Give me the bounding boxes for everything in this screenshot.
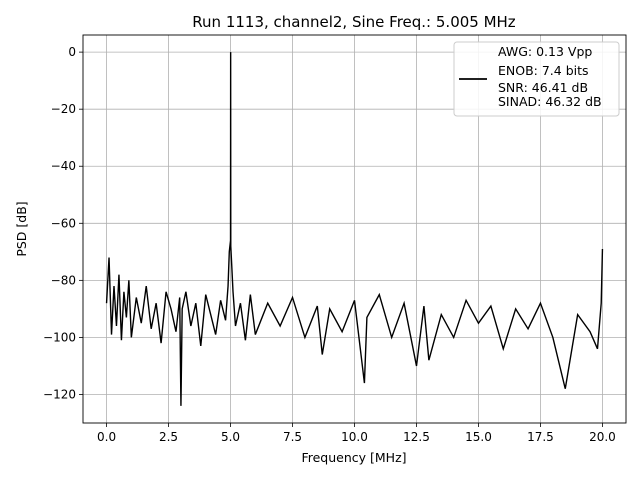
x-tick-label: 7.5 [283,430,302,444]
x-tick-label: 5.0 [221,430,240,444]
legend-text-enob: ENOB: 7.4 bits [498,63,589,78]
psd-series-line [105,52,604,406]
x-tick-label: 10.0 [341,430,368,444]
y-axis-label: PSD [dB] [14,201,29,256]
series-layer [105,52,604,406]
legend-text-awg: AWG: 0.13 Vpp [498,44,592,59]
legend-box [453,41,620,117]
legend: AWG: 0.13 Vpp ENOB: 7.4 bits SNR: 46.41 … [453,41,620,117]
y-tick-label: −100 [43,330,76,344]
legend-text-snr: SNR: 46.41 dB [498,80,588,95]
chart-title: Run 1113, channel2, Sine Freq.: 5.005 MH… [192,13,516,31]
y-tick-label: −20 [51,102,76,116]
x-tick-label: 20.0 [589,430,616,444]
x-tick-label: 17.5 [527,430,554,444]
x-tick-label: 12.5 [403,430,430,444]
x-tick-label: 0.0 [97,430,116,444]
y-tick-label: −60 [51,216,76,230]
x-tick-label: 2.5 [159,430,178,444]
ticks: 0.0 2.5 5.0 7.5 10.0 12.5 15.0 17.5 20.0 0 −20 −40 −… [43,45,616,444]
x-tick-label: 15.0 [465,430,492,444]
x-axis-label: Frequency [MHz] [301,450,406,465]
legend-text-sinad: SINAD: 46.32 dB [498,94,602,109]
y-tick-label: −80 [51,273,76,287]
y-tick-label: 0 [68,45,76,59]
y-tick-label: −40 [51,159,76,173]
y-tick-label: −120 [43,387,76,401]
